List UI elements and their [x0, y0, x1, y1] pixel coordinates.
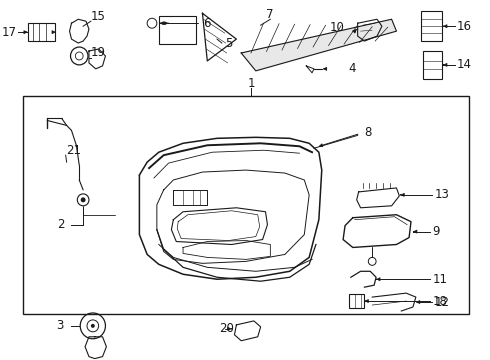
- Bar: [349, 294, 365, 308]
- Text: 11: 11: [432, 273, 447, 286]
- Bar: [423, 51, 442, 79]
- Circle shape: [91, 324, 95, 328]
- Text: 12: 12: [434, 296, 449, 309]
- Text: 1: 1: [247, 77, 255, 90]
- Text: 2: 2: [57, 218, 65, 231]
- Text: 19: 19: [91, 46, 106, 59]
- Circle shape: [81, 197, 86, 202]
- Text: 6: 6: [203, 17, 211, 30]
- Bar: [159, 16, 196, 44]
- Text: 4: 4: [348, 62, 355, 75]
- Text: 17: 17: [2, 26, 17, 39]
- Bar: [421, 11, 442, 41]
- Text: 21: 21: [66, 144, 81, 157]
- Text: 3: 3: [56, 319, 64, 332]
- Text: 18: 18: [432, 294, 447, 307]
- Text: 14: 14: [457, 58, 471, 71]
- Bar: [28, 23, 55, 41]
- Text: 5: 5: [225, 37, 232, 50]
- Text: 13: 13: [434, 188, 449, 201]
- Text: 16: 16: [457, 20, 471, 33]
- Text: 9: 9: [432, 225, 440, 238]
- Text: 7: 7: [266, 8, 273, 21]
- Text: 20: 20: [219, 322, 234, 336]
- Text: 10: 10: [330, 21, 345, 34]
- Bar: [23, 96, 469, 314]
- Polygon shape: [241, 19, 396, 71]
- Text: 8: 8: [365, 126, 372, 139]
- Text: 15: 15: [91, 10, 106, 23]
